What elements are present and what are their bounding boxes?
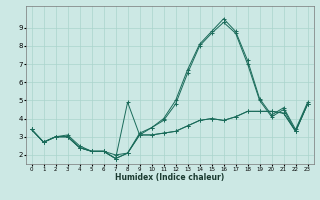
X-axis label: Humidex (Indice chaleur): Humidex (Indice chaleur) bbox=[115, 173, 224, 182]
